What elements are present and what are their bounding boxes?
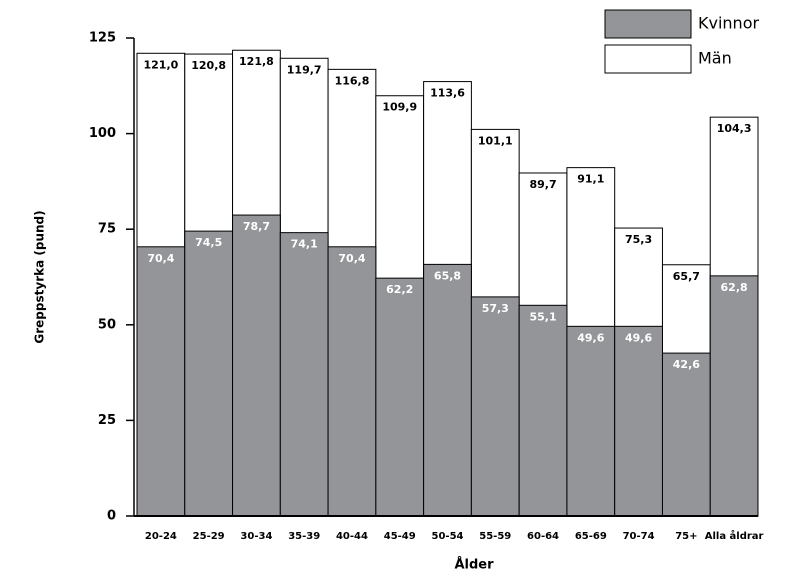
value-label: 89,7 [529,178,556,191]
legend-label: Män [698,49,732,68]
legend-swatch [604,9,692,39]
y-tick-label: 100 [89,126,116,141]
x-tick-label: 55-59 [479,531,511,542]
value-label: 70,4 [338,252,365,265]
value-label: 116,8 [335,74,370,87]
y-axis-label: Greppstyrka (pund) [33,210,47,343]
value-label: 70,4 [147,252,174,265]
value-label: 42,6 [673,358,700,371]
x-tick-label: 60-64 [527,531,559,542]
bar [661,352,711,517]
x-tick-label: 65-69 [575,531,607,542]
x-tick-label: Alla åldrar [705,529,764,542]
value-label: 78,7 [243,220,270,233]
value-label: 74,1 [291,238,318,251]
value-label: 109,9 [382,101,417,114]
value-label: 55,1 [529,310,556,323]
legend-label: Kvinnor [698,14,759,33]
value-label: 121,8 [239,55,274,68]
bar [423,263,472,517]
bar [327,246,377,517]
x-tick-label: 20-24 [145,531,177,542]
bar [279,232,329,517]
value-label: 113,6 [430,87,465,100]
bar [566,325,616,517]
value-label: 101,1 [478,134,513,147]
value-label: 91,1 [577,173,604,186]
value-label: 65,8 [434,269,461,282]
value-label: 74,5 [195,236,222,249]
y-tick-label: 75 [98,222,116,237]
legend-swatch [604,44,692,74]
bar [614,325,663,517]
value-label: 62,2 [386,283,413,296]
value-label: 49,6 [625,331,652,344]
value-label: 65,7 [673,270,700,283]
bar [136,246,186,517]
x-tick-label: 45-49 [384,531,416,542]
bar [184,230,234,517]
value-label: 57,3 [482,302,509,315]
value-label: 49,6 [577,331,604,344]
value-label: 75,3 [625,233,652,246]
x-tick-label: 30-34 [240,531,272,542]
x-tick-label: 40-44 [336,531,368,542]
y-tick-label: 0 [107,509,116,524]
x-tick-label: 50-54 [432,531,464,542]
bar [232,214,281,517]
value-label: 120,8 [191,59,226,72]
y-tick-label: 50 [98,317,116,332]
x-axis-label: Ålder [454,557,494,573]
bar [375,277,425,517]
bar [709,275,759,517]
y-tick-label: 125 [89,31,116,46]
bar [470,296,520,517]
value-label: 62,8 [721,281,748,294]
value-label: 104,3 [717,122,752,135]
y-tick-label: 25 [98,413,116,428]
bar [518,304,568,517]
x-tick-label: 25-29 [193,531,225,542]
value-label: 119,7 [287,63,322,76]
x-tick-label: 35-39 [288,531,320,542]
x-tick-label: 70-74 [623,531,655,542]
x-tick-label: 75+ [675,531,697,542]
value-label: 121,0 [143,58,178,71]
